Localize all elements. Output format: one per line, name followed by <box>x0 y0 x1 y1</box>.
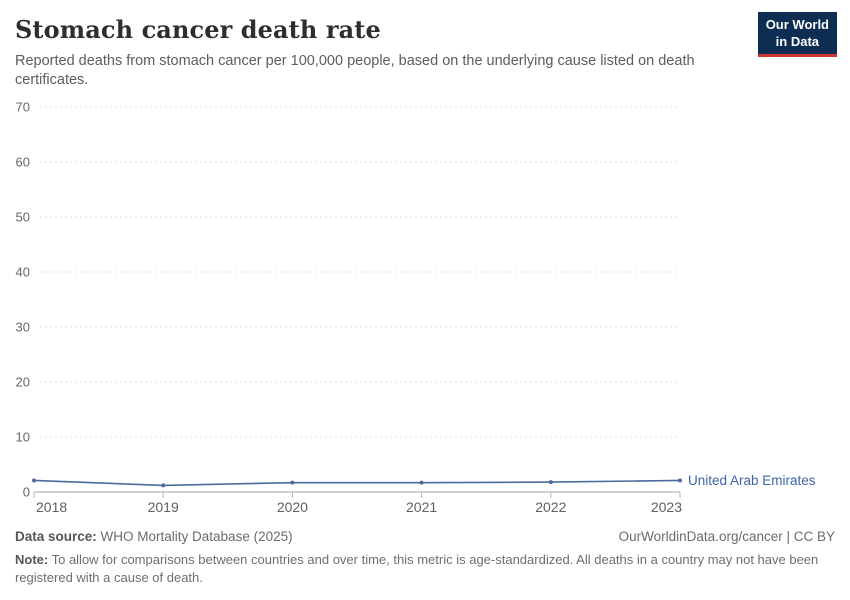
line-chart-svg: 0 10 20 30 40 50 60 70 2018 2019 2020 2021 2022 2023 U… <box>16 99 816 515</box>
svg-text:10: 10 <box>16 429 30 444</box>
svg-text:2018: 2018 <box>36 499 67 515</box>
svg-text:0: 0 <box>23 484 30 499</box>
owid-logo-line2: in Data <box>775 33 820 49</box>
svg-text:2022: 2022 <box>535 499 566 515</box>
owid-logo[interactable]: Our World in Data <box>757 12 837 58</box>
svg-text:50: 50 <box>16 209 30 224</box>
svg-text:60: 60 <box>16 154 30 169</box>
svg-text:70: 70 <box>16 99 30 114</box>
svg-text:2020: 2020 <box>277 499 308 515</box>
svg-text:30: 30 <box>16 319 30 334</box>
y-gridlines <box>40 106 680 438</box>
chart-note-label: Note: <box>15 551 49 567</box>
data-source-value: WHO Mortality Database (2025) <box>96 528 293 544</box>
owid-logo-line1: Our World <box>765 17 829 32</box>
license-link[interactable]: OurWorldinData.org/cancer | CC BY <box>618 528 835 544</box>
svg-text:2023: 2023 <box>651 499 682 515</box>
x-axis-labels: 2018 2019 2020 2021 2022 2023 <box>36 499 682 515</box>
data-line-united-arab-emirates: United Arab Emirates <box>32 473 816 488</box>
chart-header: Stomach cancer death rate Reported death… <box>0 0 850 91</box>
x-axis <box>33 491 681 498</box>
chart-note-value: To allow for comparisons between countri… <box>15 551 819 585</box>
chart-title: Stomach cancer death rate <box>15 15 381 44</box>
chart-area: 0 10 20 30 40 50 60 70 2018 2019 2020 2021 2022 2023 U… <box>0 93 850 523</box>
chart-footer: Data source: WHO Mortality Database (202… <box>0 523 850 587</box>
y-axis-labels: 0 10 20 30 40 50 60 70 <box>16 99 30 499</box>
svg-text:2019: 2019 <box>148 499 179 515</box>
svg-text:40: 40 <box>16 264 30 279</box>
chart-subtitle: Reported deaths from stomach cancer per … <box>15 53 695 89</box>
chart-note: Note: To allow for comparisons between c… <box>15 551 827 587</box>
entity-label[interactable]: United Arab Emirates <box>688 473 816 488</box>
svg-text:20: 20 <box>16 374 30 389</box>
svg-text:2021: 2021 <box>406 499 437 515</box>
data-source: Data source: WHO Mortality Database (202… <box>15 529 293 544</box>
data-source-label: Data source: <box>15 528 97 544</box>
